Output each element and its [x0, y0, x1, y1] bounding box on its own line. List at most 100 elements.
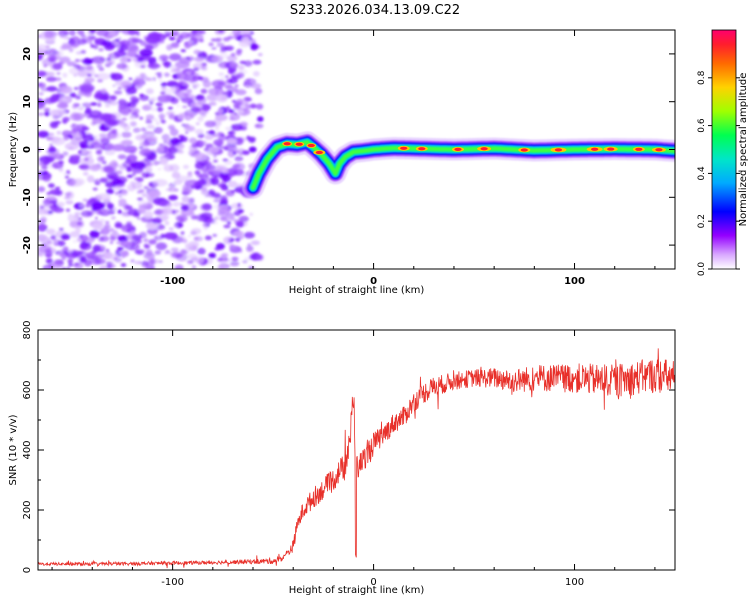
- noise-blob: [98, 136, 110, 143]
- noise-blob: [248, 146, 257, 153]
- noise-blob: [38, 92, 44, 96]
- noise-blob: [51, 161, 64, 169]
- noise-blob: [63, 246, 69, 251]
- noise-blob: [89, 164, 101, 172]
- noise-blob: [225, 106, 230, 110]
- noise-blob: [64, 175, 69, 179]
- noise-blob: [130, 121, 137, 127]
- noise-blob: [157, 74, 163, 79]
- noise-blob: [239, 104, 247, 109]
- noise-blob: [176, 39, 181, 44]
- noise-blob: [93, 178, 102, 184]
- noise-blob: [152, 179, 168, 187]
- noise-blob: [118, 198, 127, 206]
- noise-blob: [139, 93, 144, 97]
- noise-blob: [121, 224, 136, 233]
- noise-blob: [105, 248, 110, 253]
- noise-blob: [179, 97, 185, 101]
- noise-blob: [87, 36, 94, 42]
- noise-blob: [188, 137, 197, 144]
- noise-blob: [229, 245, 236, 250]
- noise-blob: [118, 195, 123, 198]
- noise-blob: [137, 207, 146, 214]
- noise-blob: [55, 186, 61, 190]
- noise-blob: [114, 191, 120, 195]
- noise-blob: [140, 64, 146, 69]
- noise-blob: [168, 186, 177, 193]
- spectrogram-xtick-label: -100: [160, 276, 185, 287]
- noise-blob: [180, 204, 190, 212]
- noise-blob: [122, 160, 135, 169]
- noise-blob: [129, 116, 135, 120]
- noise-blob: [60, 233, 71, 240]
- noise-blob: [121, 111, 130, 116]
- noise-blob: [145, 262, 149, 266]
- noise-blob: [97, 155, 105, 163]
- noise-blob: [68, 49, 74, 53]
- snr-ytick-label: 800: [22, 320, 33, 339]
- snr-xtick-label: 100: [565, 577, 584, 588]
- noise-blob: [91, 116, 107, 125]
- noise-blob: [127, 49, 137, 58]
- noise-blob: [220, 77, 225, 80]
- noise-blob: [46, 228, 56, 235]
- noise-blob: [152, 118, 159, 122]
- noise-blob: [243, 60, 253, 67]
- noise-blob: [227, 109, 235, 114]
- snr-ytick-label: 600: [22, 380, 33, 399]
- noise-blob: [89, 42, 93, 46]
- noise-blob: [42, 199, 52, 207]
- noise-blob: [166, 80, 179, 87]
- noise-blob: [71, 250, 82, 258]
- noise-blob: [99, 57, 104, 61]
- noise-blob: [160, 91, 166, 95]
- noise-blob: [187, 171, 193, 176]
- noise-blob: [224, 75, 229, 79]
- snr-ytick-label: 0: [22, 567, 33, 573]
- noise-blob: [155, 242, 168, 251]
- noise-blob: [52, 209, 58, 213]
- noise-blob: [109, 131, 122, 140]
- noise-blob: [77, 106, 84, 111]
- noise-blob: [140, 249, 146, 253]
- noise-blob: [145, 249, 153, 257]
- noise-blob: [244, 40, 250, 44]
- noise-blob: [113, 90, 123, 95]
- noise-blob: [131, 173, 136, 176]
- noise-blob: [154, 258, 160, 264]
- noise-blob: [223, 236, 231, 241]
- noise-blob: [195, 122, 200, 126]
- noise-blob: [137, 57, 145, 62]
- noise-blob: [106, 173, 119, 181]
- noise-blob: [158, 143, 164, 147]
- noise-blob: [141, 193, 148, 198]
- noise-blob: [121, 189, 128, 196]
- noise-blob: [208, 252, 216, 259]
- noise-blob: [108, 263, 116, 269]
- noise-blob: [181, 195, 190, 203]
- noise-blob: [108, 261, 114, 265]
- noise-blob: [97, 100, 101, 104]
- noise-blob: [168, 113, 176, 120]
- noise-blob: [182, 187, 191, 194]
- noise-blob: [67, 249, 74, 253]
- noise-blob: [140, 135, 147, 139]
- ridge-hotspot-core: [283, 142, 291, 146]
- noise-blob: [159, 157, 169, 166]
- noise-blob: [139, 231, 147, 239]
- noise-blob: [38, 186, 46, 193]
- noise-blob: [174, 264, 184, 269]
- noise-blob: [148, 60, 152, 64]
- noise-blob: [155, 121, 160, 126]
- noise-blob: [71, 36, 80, 42]
- noise-blob: [47, 210, 53, 214]
- noise-blob: [54, 77, 62, 82]
- noise-blob: [118, 183, 126, 188]
- snr-ylabel: SNR (10 * v/v): [8, 414, 19, 485]
- noise-blob: [221, 252, 229, 258]
- colorbar-tick-label: 0.2: [697, 214, 707, 228]
- noise-blob: [109, 241, 114, 244]
- spectrogram-xtick-label: 100: [564, 276, 585, 287]
- noise-blob: [164, 136, 168, 140]
- noise-blob: [225, 126, 232, 131]
